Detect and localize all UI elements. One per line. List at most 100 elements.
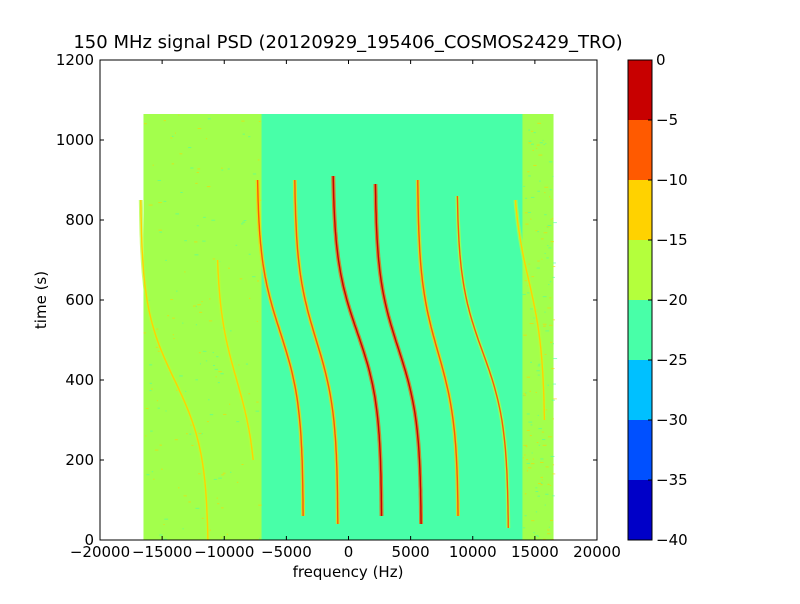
heatmap-speckle (537, 483, 542, 485)
heatmap-speckle (541, 258, 543, 260)
heatmap-speckle (535, 491, 539, 493)
heatmap-speckle (542, 323, 547, 325)
heatmap-speckle (537, 190, 541, 192)
heatmap-speckle (209, 298, 211, 300)
heatmap-speckle (257, 159, 260, 161)
heatmap-speckle (238, 364, 240, 366)
heatmap-speckle (543, 538, 546, 540)
heatmap-speckle (163, 538, 167, 540)
colorbar-tick-label: −30 (656, 411, 688, 429)
heatmap-speckle (256, 280, 260, 282)
heatmap-speckle (258, 120, 261, 122)
heatmap-speckle (533, 532, 536, 534)
heatmap-speckle (202, 240, 206, 242)
heatmap-speckle (535, 535, 539, 537)
heatmap-speckle (537, 414, 539, 416)
heatmap-speckle (196, 225, 199, 227)
chart-title: 150 MHz signal PSD (20120929_195406_COSM… (73, 32, 622, 53)
heatmap-speckle (525, 197, 528, 199)
colorbar-segment (628, 420, 652, 480)
heatmap-speckle (200, 433, 203, 435)
heatmap-speckle (248, 136, 251, 138)
heatmap-speckle (529, 323, 534, 325)
heatmap-speckle (165, 410, 167, 412)
heatmap-speckle (537, 122, 542, 124)
heatmap-speckle (522, 293, 526, 295)
heatmap-speckle (156, 400, 159, 402)
heatmap-speckle (551, 217, 554, 219)
heatmap-speckle (164, 518, 169, 520)
heatmap-speckle (527, 171, 530, 173)
heatmap-speckle (547, 244, 549, 246)
colorbar-segment (628, 480, 652, 540)
heatmap-speckle (184, 240, 187, 242)
heatmap-speckle (527, 292, 530, 294)
heatmap-speckle (532, 149, 534, 151)
heatmap-speckle (550, 455, 555, 457)
heatmap-speckle (201, 301, 203, 303)
heatmap-speckle (552, 319, 556, 321)
heatmap-speckle (540, 484, 543, 486)
heatmap-speckle (170, 299, 174, 301)
heatmap-speckle (179, 375, 183, 377)
heatmap-speckle (208, 399, 210, 401)
heatmap-speckle (552, 175, 554, 177)
heatmap-speckle (223, 413, 227, 415)
heatmap-speckle (529, 390, 531, 392)
heatmap-speckle (151, 471, 154, 473)
heatmap-speckle (256, 401, 259, 403)
heatmap-speckle (220, 536, 222, 538)
heatmap-speckle (217, 503, 220, 505)
y-tick-label: 1200 (56, 51, 94, 69)
heatmap-speckle (174, 132, 176, 134)
heatmap-speckle (242, 133, 245, 135)
doppler-track-core (216, 259, 254, 461)
heatmap-speckle (149, 364, 153, 366)
heatmap-speckle (524, 454, 526, 456)
heatmap-speckle (545, 493, 549, 495)
heatmap-speckle (221, 169, 224, 171)
heatmap-speckle (523, 393, 526, 395)
colorbar-segment (628, 180, 652, 240)
heatmap-speckle (236, 481, 239, 483)
heatmap-speckle (143, 332, 146, 334)
heatmap-speckle (195, 182, 198, 184)
heatmap-speckle (549, 519, 553, 521)
heatmap-speckle (245, 363, 249, 365)
heatmap-speckle (538, 444, 540, 446)
x-tick-label: −10000 (194, 543, 254, 561)
heatmap-speckle (170, 137, 173, 139)
heatmap-speckle (542, 296, 547, 298)
heatmap-speckle (188, 147, 192, 149)
heatmap-speckle (183, 495, 187, 497)
heatmap-speckle (208, 320, 213, 322)
heatmap-speckle (195, 305, 197, 307)
heatmap-speckle (542, 439, 546, 441)
heatmap-speckle (154, 449, 159, 451)
heatmap-speckle (541, 431, 545, 433)
heatmap-speckle (241, 464, 244, 466)
heatmap-speckle (213, 478, 217, 480)
heatmap-speckle (547, 533, 551, 535)
doppler-track-core (140, 199, 209, 541)
heatmap-speckle (209, 414, 214, 416)
heatmap-speckle (174, 439, 178, 441)
heatmap-speckle (252, 173, 257, 175)
heatmap-speckle (163, 120, 166, 122)
heatmap-speckle (535, 147, 538, 149)
heatmap-speckle (547, 483, 550, 485)
heatmap-speckle (236, 421, 240, 423)
colorbar-tick-label: −15 (656, 231, 688, 249)
y-axis-label: time (s) (32, 271, 50, 329)
heatmap-speckle (163, 524, 165, 526)
heatmap-speckle (552, 276, 555, 278)
heatmap-speckle (540, 461, 544, 463)
heatmap-speckle (229, 471, 232, 473)
y-tick-label: 800 (65, 211, 94, 229)
heatmap-speckle (157, 407, 160, 409)
heatmap-speckle (216, 497, 218, 499)
heatmap-speckle (528, 142, 532, 144)
heatmap-speckle (531, 452, 533, 454)
heatmap-speckle (159, 231, 163, 233)
y-tick-label: 400 (65, 371, 94, 389)
